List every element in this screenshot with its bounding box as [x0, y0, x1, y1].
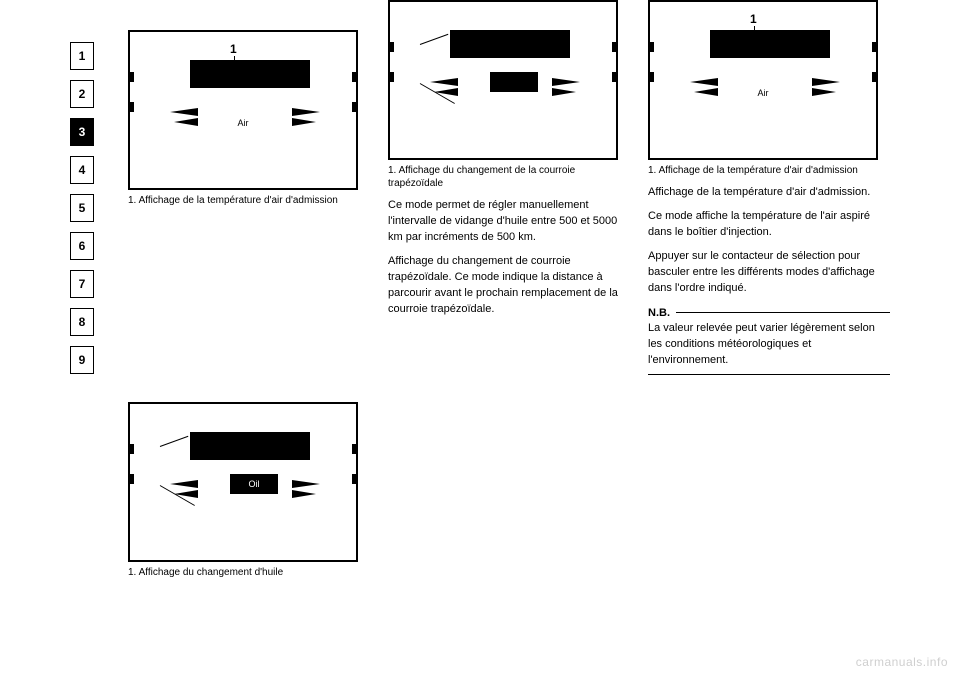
tick-icon	[648, 42, 654, 52]
tick-icon	[128, 474, 134, 484]
horizontal-rule-icon	[676, 312, 890, 313]
gauge-icon	[170, 480, 320, 510]
chapter-tabs: 1 2 3 4 5 6 7 8 9	[70, 30, 110, 630]
tick-icon	[612, 72, 618, 82]
tick-icon	[872, 72, 878, 82]
note-heading: N.B.	[648, 307, 890, 319]
tab-3[interactable]: 3	[70, 118, 94, 146]
tab-6[interactable]: 6	[70, 232, 94, 260]
tick-icon	[128, 444, 134, 454]
tick-icon	[352, 102, 358, 112]
tick-icon	[388, 42, 394, 52]
figure-d-wrap: 1 Air 1. Affichage de la température d'a…	[648, 0, 890, 388]
tick-icon	[352, 72, 358, 82]
note-label: N.B.	[648, 307, 670, 319]
figure-a-lcd	[190, 60, 310, 88]
tick-icon	[872, 42, 878, 52]
figure-a: 1 Air	[128, 30, 358, 190]
gauge-icon	[170, 108, 320, 138]
tab-5[interactable]: 5	[70, 194, 94, 222]
tab-9[interactable]: 9	[70, 346, 94, 374]
tab-8[interactable]: 8	[70, 308, 94, 336]
figure-a-wrap: 1 Air 1. Affichage de la température d'a…	[128, 30, 370, 388]
tick-icon	[612, 42, 618, 52]
figure-b-wrap: Oil 1. Affichage du changement d'huile	[128, 402, 370, 592]
tick-icon	[388, 72, 394, 82]
figure-c-lcd	[450, 30, 570, 58]
figure-d: 1 Air	[648, 0, 878, 160]
tab-2[interactable]: 2	[70, 80, 94, 108]
gauge-icon	[430, 78, 580, 108]
figure-d-caption: 1. Affichage de la température d'air d'a…	[648, 164, 878, 177]
manual-page: 1 2 3 4 5 6 7 8 9 1 Air 1. Affichage de …	[70, 30, 890, 630]
horizontal-rule-icon	[648, 374, 890, 375]
figure-d-callout: 1	[750, 12, 757, 26]
tab-4[interactable]: 4	[70, 156, 94, 184]
tick-icon	[128, 72, 134, 82]
tick-icon	[648, 72, 654, 82]
tick-icon	[352, 444, 358, 454]
figure-c-caption: 1. Affichage du changement de la courroi…	[388, 164, 618, 190]
tab-7[interactable]: 7	[70, 270, 94, 298]
figure-b: Oil	[128, 402, 358, 562]
col3-text-2: Ce mode affiche la température de l'air …	[648, 209, 890, 241]
note-text: La valeur relevée peut varier légèrement…	[648, 321, 890, 369]
gauge-icon	[690, 78, 840, 108]
tick-icon	[128, 102, 134, 112]
col2-text-2: Affichage du changement de courroie trap…	[388, 254, 630, 318]
col3-text-3: Appuyer sur le contacteur de sélection p…	[648, 249, 890, 297]
figure-a-caption: 1. Affichage de la température d'air d'a…	[128, 194, 358, 207]
figure-a-callout: 1	[230, 42, 237, 56]
figure-d-lcd	[710, 30, 830, 58]
figure-c	[388, 0, 618, 160]
tick-icon	[352, 474, 358, 484]
watermark: carmanuals.info	[856, 655, 948, 669]
figure-b-caption: 1. Affichage du changement d'huile	[128, 566, 358, 579]
tab-1[interactable]: 1	[70, 42, 94, 70]
figure-b-lcd	[190, 432, 310, 460]
figure-c-wrap: 1. Affichage du changement de la courroi…	[388, 0, 630, 388]
col3-text-1: Affichage de la température d'air d'admi…	[648, 185, 890, 201]
col2-text-1: Ce mode permet de régler manuellement l'…	[388, 198, 630, 246]
